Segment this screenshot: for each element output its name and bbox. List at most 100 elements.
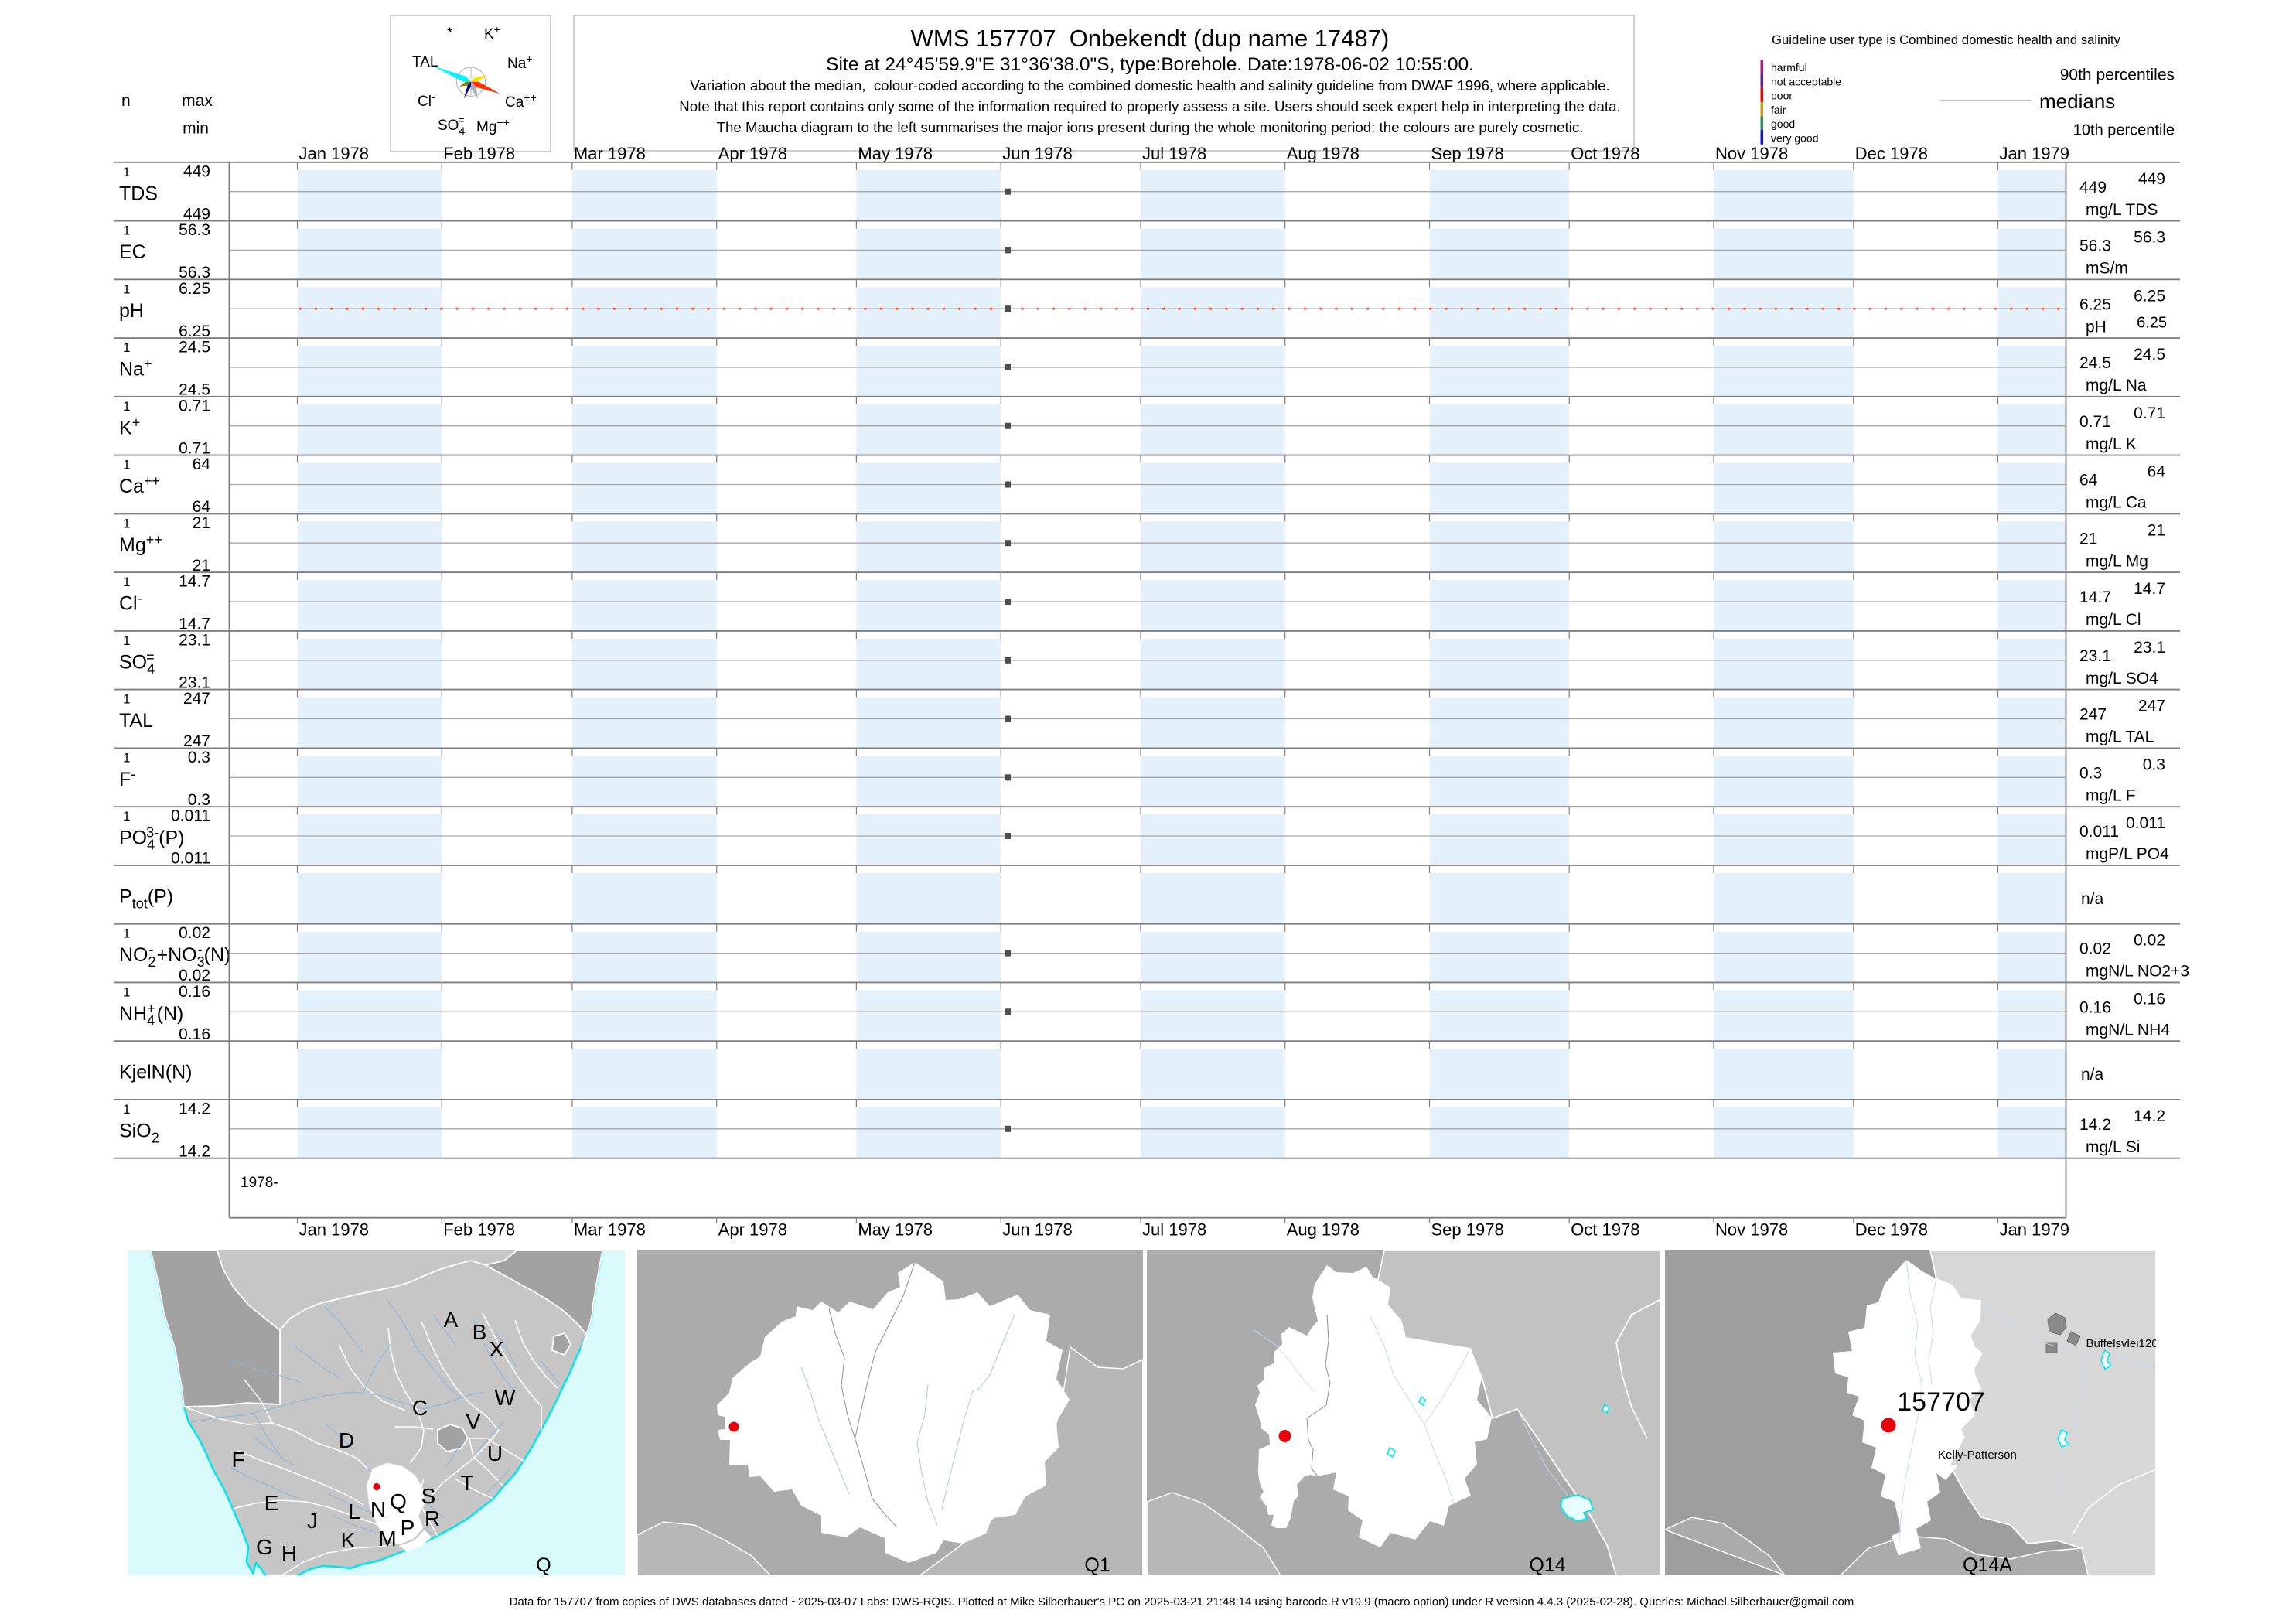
svg-text:1: 1 [123,692,130,707]
svg-text:U: U [487,1441,503,1465]
svg-text:Data for 157707 from copies of: Data for 157707 from copies of DWS datab… [510,1595,1854,1609]
svg-text:mg/L Mg: mg/L Mg [2086,552,2148,570]
svg-text:Nov 1978: Nov 1978 [1715,1220,1788,1240]
svg-text:Sep 1978: Sep 1978 [1431,144,1504,163]
svg-text:64: 64 [193,498,211,516]
svg-text:449: 449 [2138,170,2165,188]
svg-text:mg/L F: mg/L F [2086,786,2136,804]
svg-text:Sep 1978: Sep 1978 [1431,1220,1504,1240]
svg-text:Nov 1978: Nov 1978 [1715,144,1788,163]
svg-text:TDS: TDS [119,183,158,204]
svg-text:V: V [466,1410,481,1434]
svg-text:mS/m: mS/m [2086,260,2128,278]
svg-text:Apr 1978: Apr 1978 [718,1220,787,1240]
svg-text:Q14A: Q14A [1963,1554,2012,1576]
svg-text:min: min [183,120,209,138]
svg-text:mg/L TAL: mg/L TAL [2086,728,2154,746]
svg-text:14.2: 14.2 [179,1100,210,1118]
svg-text:SiO2​: SiO2​ [119,1120,159,1145]
svg-text:14.2: 14.2 [2079,1116,2111,1134]
svg-text:L: L [348,1499,360,1523]
svg-text:6.25: 6.25 [2134,287,2165,305]
svg-text:23.1: 23.1 [2134,639,2165,657]
svg-text:247: 247 [2079,706,2107,724]
svg-text:1: 1 [123,165,130,179]
svg-text:Site at 24°45'59.9"E 31°36'38.: Site at 24°45'59.9"E 31°36'38.0"S, type:… [826,54,1474,75]
svg-text:S: S [421,1484,436,1508]
svg-text:good: good [1771,118,1795,130]
svg-text:n/a: n/a [2081,890,2104,908]
svg-text:21: 21 [2148,521,2165,539]
svg-text:1: 1 [123,926,130,941]
svg-text:1: 1 [123,575,130,589]
svg-text:Q: Q [536,1554,551,1576]
svg-text:Jun 1978: Jun 1978 [1002,144,1073,163]
svg-text:1: 1 [123,458,130,473]
svg-text:0.71: 0.71 [2079,413,2111,431]
svg-text:0.011: 0.011 [171,850,210,868]
svg-text:14.2: 14.2 [2134,1107,2165,1125]
svg-text:R: R [425,1506,440,1530]
svg-text:very good: very good [1771,132,1818,145]
svg-text:0.02: 0.02 [179,967,210,984]
svg-text:10th percentile: 10th percentile [2073,122,2175,139]
svg-text:0.02: 0.02 [179,924,210,942]
svg-text:N: N [370,1497,386,1521]
svg-text:Buffelsvlei120: Buffelsvlei120 [2086,1337,2158,1350]
svg-text:0.011: 0.011 [2126,814,2165,832]
svg-text:21: 21 [193,557,210,575]
svg-text:F: F [231,1448,244,1472]
svg-text:K: K [341,1528,356,1552]
svg-text:0.16: 0.16 [2134,990,2165,1008]
svg-text:6.25: 6.25 [2079,295,2111,313]
svg-text:mg/L TDS: mg/L TDS [2086,201,2158,219]
svg-text:SO4​=​: SO4​=​ [119,649,155,677]
svg-text:1: 1 [123,340,130,355]
svg-text:90th percentiles: 90th percentiles [2060,67,2175,84]
svg-text:Feb 1978: Feb 1978 [443,144,515,163]
svg-text:Apr 1978: Apr 1978 [718,144,787,163]
svg-text:mg/L K: mg/L K [2086,435,2137,453]
svg-text:24.5: 24.5 [179,339,210,357]
svg-text:64: 64 [193,455,211,473]
svg-text:21: 21 [193,514,210,532]
svg-text:Mar 1978: Mar 1978 [574,1220,646,1240]
svg-text:449: 449 [183,162,210,180]
svg-text:n: n [121,92,131,110]
svg-text:64: 64 [2148,463,2166,481]
svg-text:24.5: 24.5 [179,381,210,399]
svg-text:1: 1 [123,223,130,238]
svg-text:6.25: 6.25 [179,280,210,298]
svg-text:mg/L Ca: mg/L Ca [2086,494,2147,512]
svg-text:J: J [307,1509,318,1533]
svg-text:pH: pH [2086,318,2107,336]
svg-text:Q: Q [390,1489,407,1513]
svg-text:1: 1 [123,399,130,414]
svg-text:T: T [460,1471,473,1495]
svg-text:0.011: 0.011 [171,807,210,825]
svg-text:56.3: 56.3 [2134,229,2165,247]
svg-text:mgP/L PO4: mgP/L PO4 [2086,845,2169,863]
svg-text:56.3: 56.3 [179,264,210,281]
svg-text:0.16: 0.16 [179,983,210,1001]
svg-text:Dec 1978: Dec 1978 [1855,144,1928,163]
svg-text:A: A [444,1308,459,1332]
svg-text:X: X [490,1337,504,1361]
svg-text:0.71: 0.71 [179,397,210,415]
svg-text:Oct 1978: Oct 1978 [1571,1220,1639,1240]
svg-text:Feb 1978: Feb 1978 [443,1220,515,1240]
svg-text:C: C [412,1396,428,1420]
svg-text:Jan 1978: Jan 1978 [299,144,370,163]
svg-text:NO2​-​+NO3​-​(N): NO2​-​+NO3​-​(N) [119,942,230,970]
svg-text:Cl-: Cl- [418,90,435,110]
svg-text:14.7: 14.7 [2079,589,2111,606]
svg-text:0.3: 0.3 [2143,756,2165,773]
svg-text:6.25: 6.25 [179,322,210,340]
svg-text:fair: fair [1771,104,1786,116]
svg-text:KjelN(N): KjelN(N) [119,1062,192,1083]
svg-text:P: P [401,1516,415,1540]
svg-text:May 1978: May 1978 [858,1220,933,1240]
svg-text:NH4​+​(N): NH4​+​(N) [119,1001,183,1029]
svg-text:E: E [264,1491,279,1515]
svg-text:1: 1 [123,750,130,765]
